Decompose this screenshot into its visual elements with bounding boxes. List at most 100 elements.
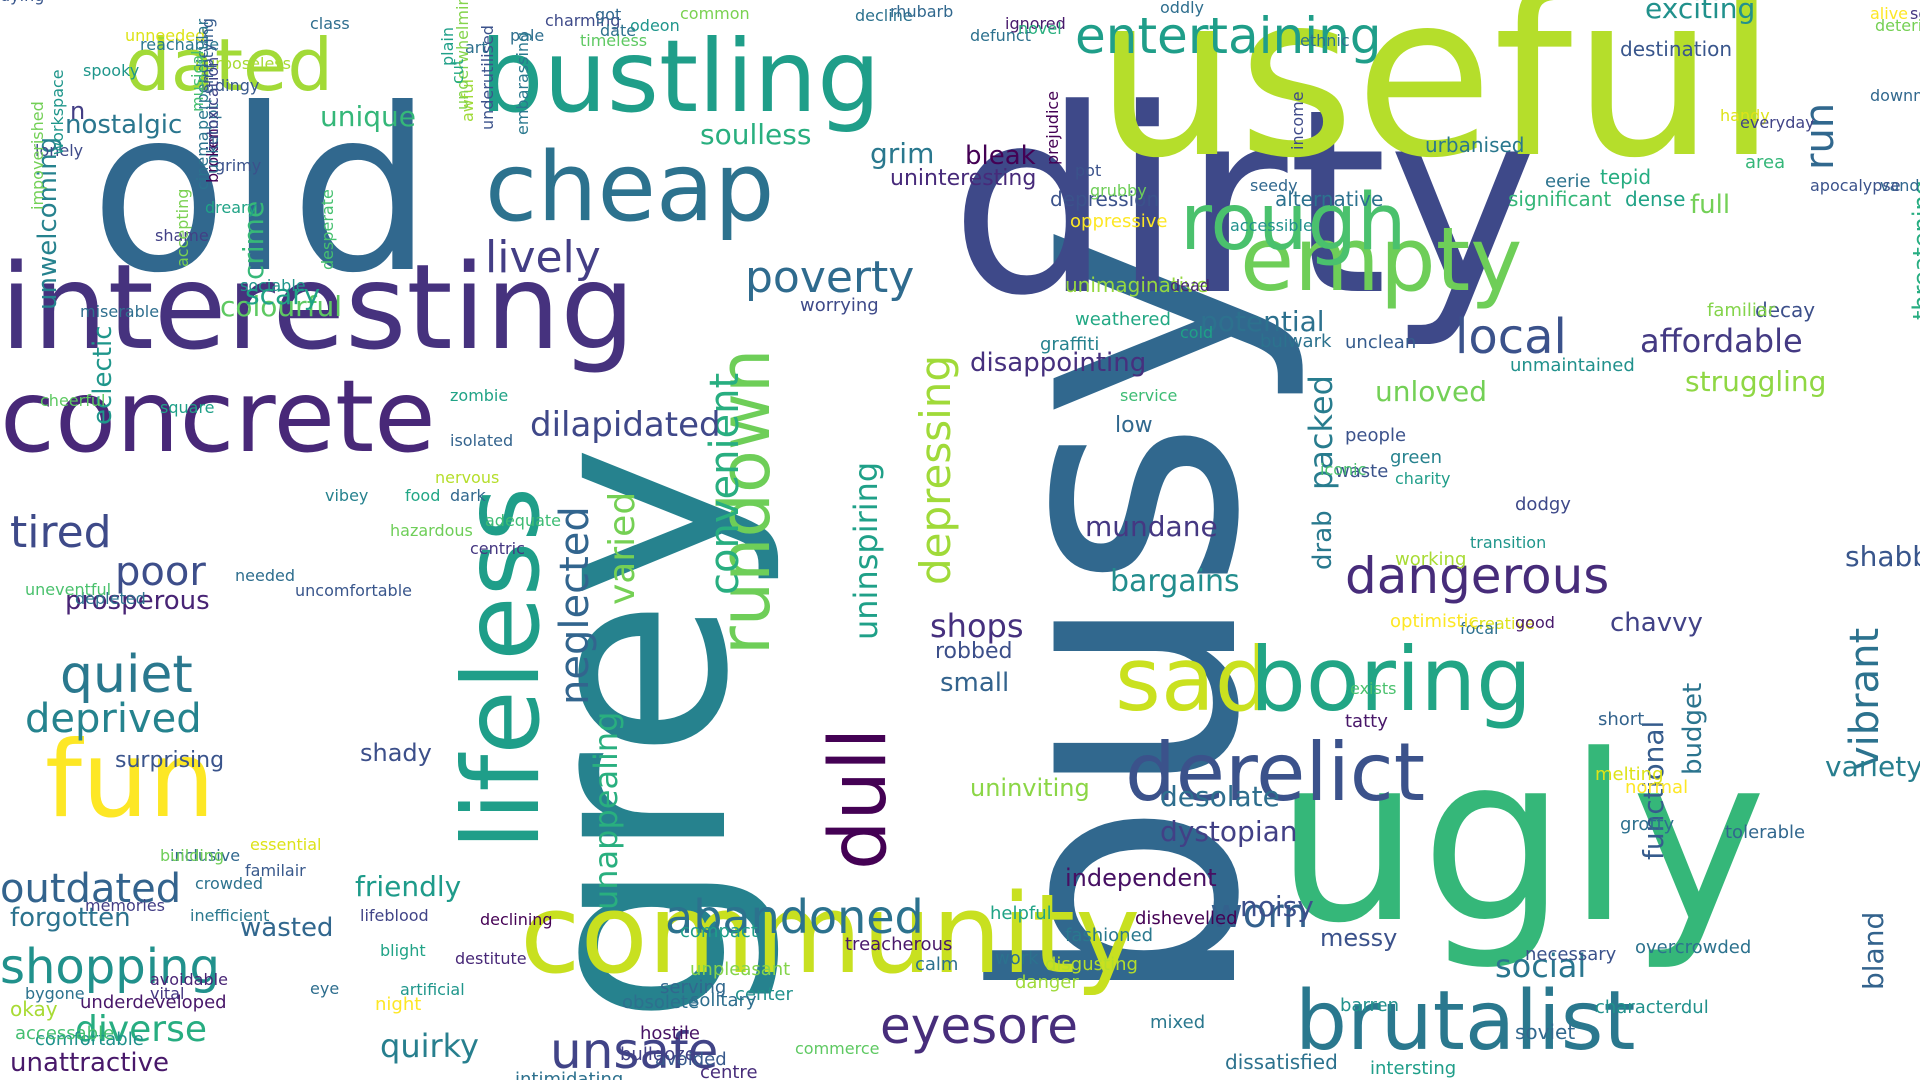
cloud-word: centre [700, 1061, 758, 1080]
cloud-word: adequate [485, 510, 562, 530]
cloud-word: nostalgic [65, 109, 183, 140]
cloud-word: food [405, 485, 441, 505]
cloud-word: class [310, 13, 350, 33]
cloud-word: transition [1470, 532, 1547, 552]
cloud-word: dissatisfied [1225, 1050, 1338, 1075]
cloud-word: unimaginative [1065, 273, 1209, 298]
cloud-word: exciting [1645, 0, 1756, 26]
cloud-word: messy [1320, 924, 1398, 953]
cloud-word: tired [10, 506, 112, 558]
cloud-word: colourful [220, 290, 343, 324]
cloud-word: emptying [198, 17, 217, 94]
cloud-word: potential [1200, 305, 1325, 339]
cloud-word: sociable [240, 275, 306, 295]
cloud-word: income [1288, 91, 1307, 150]
cloud-word: dilapidated [530, 405, 721, 446]
cloud-word: destitute [455, 948, 527, 968]
cloud-word: shame [155, 225, 209, 245]
cloud-word: chavvy [1610, 607, 1703, 638]
cloud-word: creative [1470, 613, 1535, 633]
cloud-word: decay [1755, 298, 1816, 323]
cloud-word: melting [1595, 763, 1664, 785]
cloud-word: exists [1350, 678, 1397, 698]
cloud-word: dangerous [1345, 547, 1610, 605]
cloud-word: shops [930, 607, 1024, 646]
cloud-word: boring [1250, 628, 1532, 732]
cloud-word: needed [235, 565, 295, 585]
cloud-word: variety [1825, 750, 1920, 784]
cloud-word: bland [1857, 911, 1890, 990]
cloud-word: unique [320, 100, 417, 134]
cloud-word: soviet [1515, 1020, 1576, 1045]
cloud-word: dystopian [1160, 815, 1298, 849]
cloud-word: charming [545, 10, 621, 30]
cloud-word: intersting [1370, 1057, 1457, 1079]
cloud-word: overcrowded [1635, 936, 1752, 958]
cloud-word: reachable [140, 34, 220, 54]
cloud-word: full [1690, 189, 1731, 220]
cloud-word: eye [310, 978, 340, 998]
cloud-word: nervous [435, 467, 500, 487]
cloud-word: unsafe [550, 1022, 719, 1080]
cloud-word: cheap [485, 132, 775, 243]
cloud-word: cold [1180, 322, 1214, 342]
cloud-word: worn [1210, 890, 1309, 937]
cloud-word: impoverished [28, 101, 47, 210]
cloud-word: tepid [1600, 165, 1652, 190]
cloud-word: blight [380, 940, 426, 960]
cloud-word: inefficient [190, 905, 270, 925]
cloud-word: shady [360, 739, 432, 768]
cloud-word: dirty [950, 55, 1539, 353]
cloud-word: accepting [173, 188, 192, 267]
cloud-word: worrying [800, 294, 879, 316]
cloud-word: inclusive [170, 845, 241, 865]
cloud-word: affordable [1640, 322, 1803, 361]
cloud-word: n [70, 97, 86, 126]
cloud-word: accessible [1230, 215, 1313, 235]
cloud-word: work [995, 947, 1039, 969]
cloud-word: community [520, 870, 1141, 999]
cloud-word: purposeless [195, 53, 291, 73]
cloud-word: unappealing [587, 711, 625, 910]
cloud-word: ethnic [1300, 30, 1350, 50]
cloud-word: underutilised [478, 25, 497, 130]
cloud-word: miserable [80, 301, 160, 321]
cloud-word: depleted [75, 588, 146, 608]
cloud-word: rhubarb [890, 1, 954, 21]
cloud-word: sore [1910, 3, 1920, 23]
cloud-word: spooky [83, 60, 140, 80]
cloud-word: alive [1870, 3, 1909, 23]
cloud-word: lifeblood [360, 905, 429, 925]
cloud-word: neglected [552, 506, 598, 705]
cloud-word: defunct [970, 25, 1031, 45]
cloud-word: crowded [195, 873, 264, 893]
cloud-word: memories [85, 895, 166, 915]
cloud-word: solitary [690, 989, 757, 1011]
cloud-word: shabby [1845, 540, 1920, 574]
cloud-word: dingy [215, 75, 260, 95]
cloud-word: outdated [0, 865, 182, 912]
cloud-word: unneeded [125, 25, 206, 45]
cloud-word: weathered [1075, 308, 1171, 330]
cloud-word: mixed [1150, 1011, 1206, 1033]
cloud-word: uninspiring [847, 461, 885, 640]
cloud-word: deprived [25, 695, 202, 742]
cloud-word: local [1455, 308, 1567, 365]
cloud-word: underwhelming [453, 0, 472, 110]
cloud-word: forgotten [10, 902, 131, 933]
cloud-word: poor [115, 548, 206, 595]
cloud-word: grimy [215, 155, 262, 175]
cloud-word: varied [602, 491, 643, 605]
cloud-word: friendly [355, 870, 462, 904]
cloud-word: wasted [240, 912, 334, 943]
cloud-word: green [1390, 446, 1442, 468]
cloud-word: lively [485, 231, 601, 283]
cloud-word: desperate [318, 189, 337, 270]
cloud-word: eyesore [880, 997, 1078, 1055]
cloud-word: intimidating [515, 1068, 624, 1080]
cloud-word: square [160, 397, 215, 417]
cloud-word: unclean [1345, 331, 1417, 353]
cloud-word: short [1598, 708, 1645, 730]
cloud-word: underdeveloped [80, 991, 227, 1013]
cloud-word: avoided [655, 1048, 727, 1070]
